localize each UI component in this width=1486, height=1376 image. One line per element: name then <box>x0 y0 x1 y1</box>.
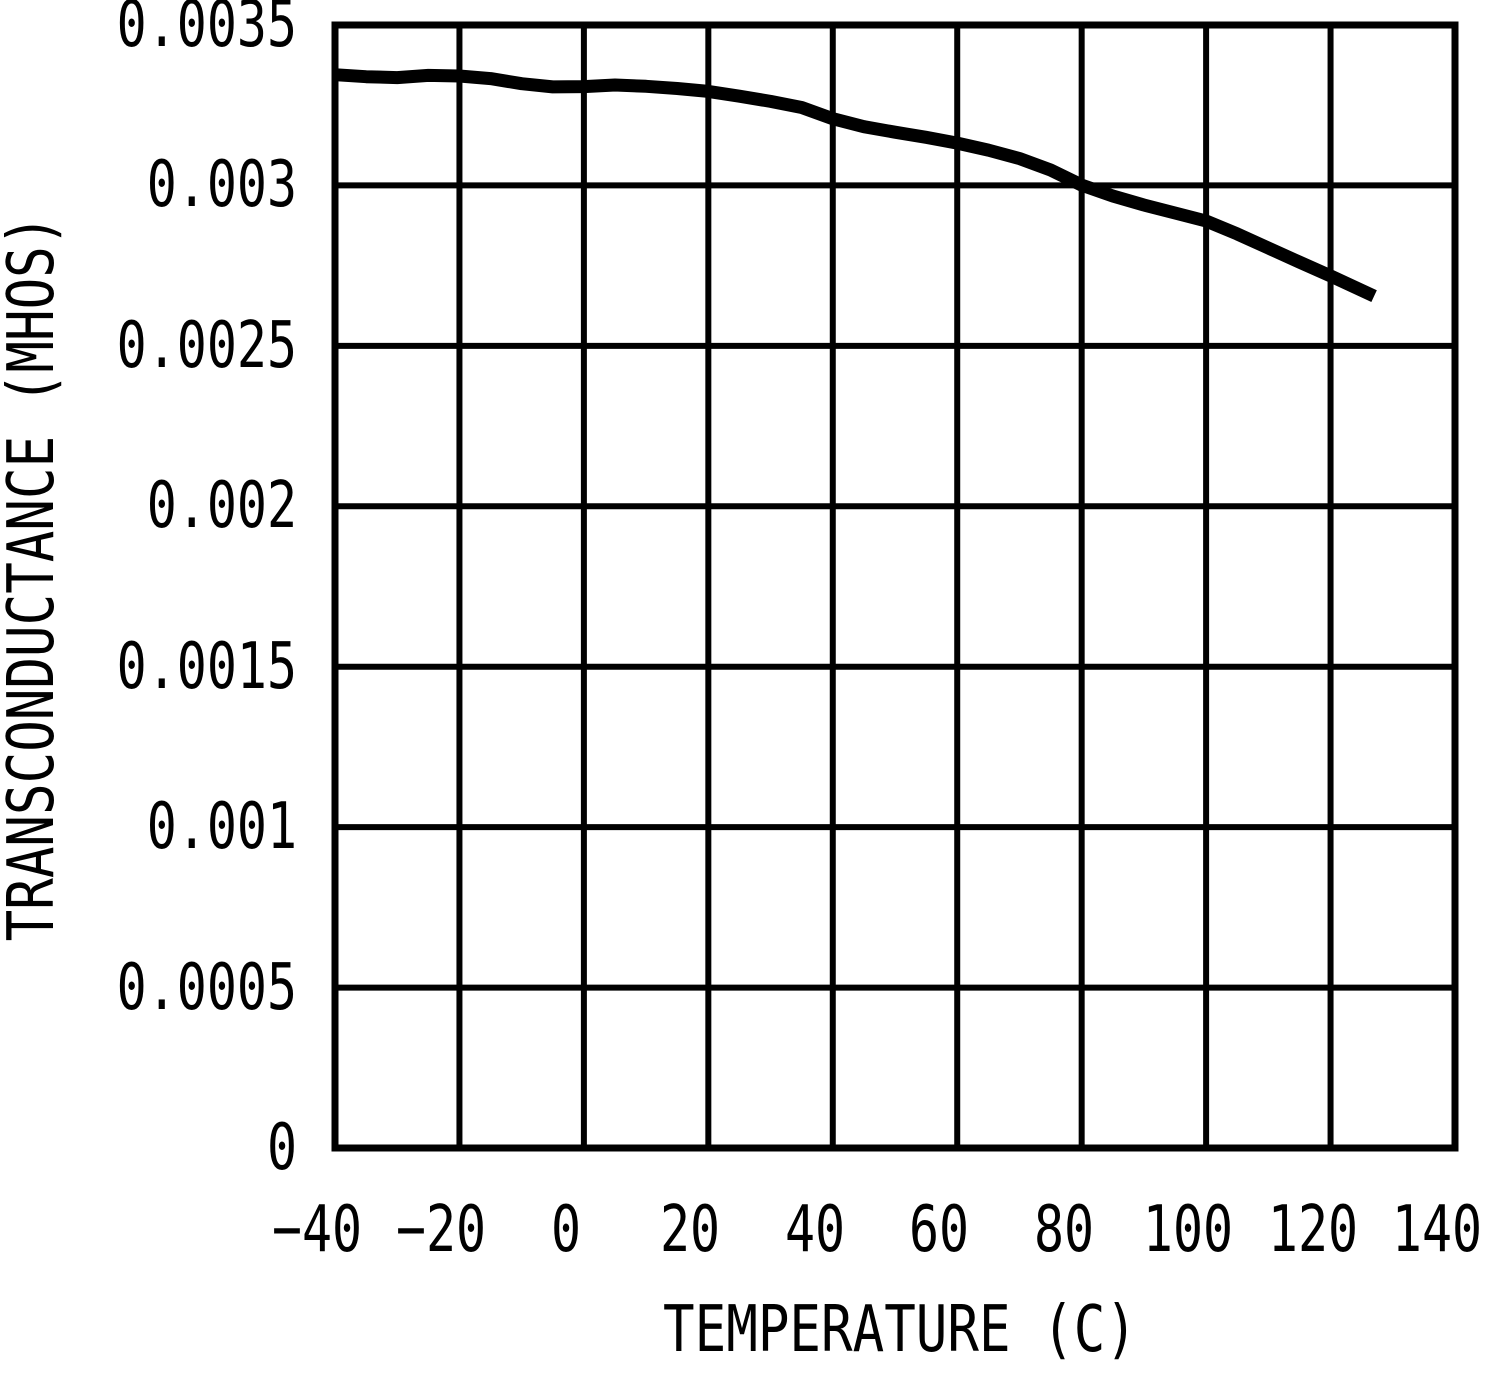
y-tick-label-0.002: 0.002 <box>146 469 297 544</box>
x-tick-label-60: 60 <box>909 1193 970 1267</box>
x-tick-label-80: 80 <box>1033 1193 1094 1267</box>
x-axis-title: TEMPERATURE (C) <box>663 1293 1137 1367</box>
series-transconductance <box>334 68 1377 302</box>
x-tick-label--20: −20 <box>396 1193 487 1267</box>
x-tick-label-0: 0 <box>550 1193 581 1267</box>
grid-lines <box>331 21 1459 1152</box>
y-tick-label-0.003: 0.003 <box>146 148 297 223</box>
y-tick-label-0.0005: 0.0005 <box>116 950 297 1025</box>
x-tick-label-100: 100 <box>1143 1193 1234 1267</box>
x-tick-label-120: 120 <box>1267 1193 1358 1267</box>
x-tick-label-20: 20 <box>660 1193 721 1267</box>
y-tick-label-0.001: 0.001 <box>146 790 297 865</box>
y-tick-label-0.0025: 0.0025 <box>116 308 297 383</box>
y-tick-label-0.0035: 0.0035 <box>116 0 297 62</box>
y-tick-label-0: 0 <box>266 1111 297 1185</box>
y-axis-title: TRANSCONDUCTANCE (MHOS) <box>0 214 69 942</box>
x-tick-label--40: −40 <box>271 1193 363 1267</box>
x-tick-label-40: 40 <box>784 1193 845 1267</box>
plot-border <box>331 21 1459 1152</box>
y-tick-label-0.0015: 0.0015 <box>116 629 297 704</box>
data-curve <box>334 68 1377 302</box>
x-tick-label-140: 140 <box>1391 1193 1483 1267</box>
